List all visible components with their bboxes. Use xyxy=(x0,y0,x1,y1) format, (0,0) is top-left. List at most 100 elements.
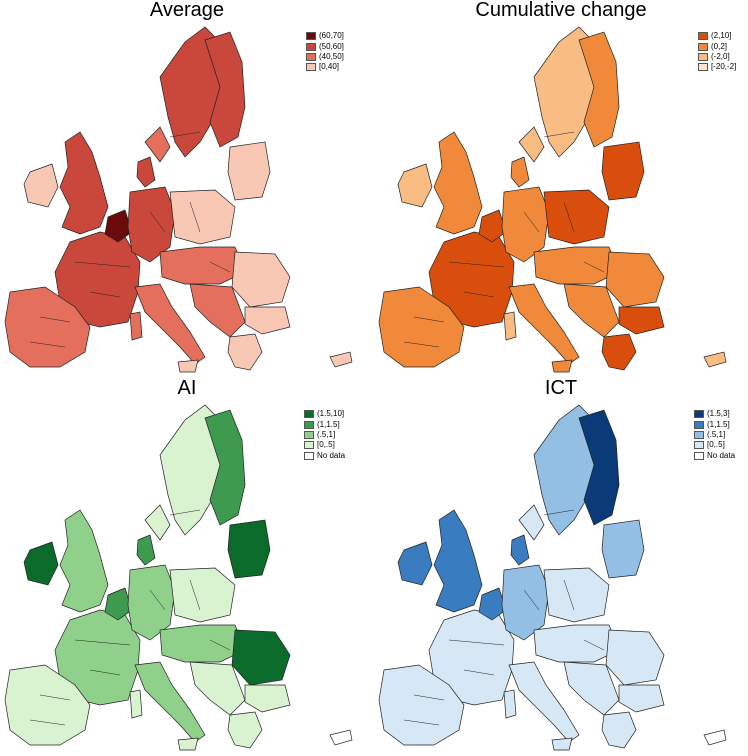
map-legend: (1.5,10] (1,1.5] (.5,1] [0,.5] No data xyxy=(304,409,345,461)
region-boundary xyxy=(583,639,605,651)
panel-title: AI xyxy=(177,377,197,399)
map-region-finland xyxy=(578,409,620,526)
legend-swatch xyxy=(694,430,704,439)
legend-item: (.5,1] xyxy=(694,430,735,440)
map-region-benelux xyxy=(104,209,133,243)
legend-label: (1.5,3] xyxy=(707,409,730,419)
map-region-bulgaria xyxy=(244,306,291,335)
map-region-sardinia xyxy=(503,311,517,341)
panel-title: ICT xyxy=(544,377,578,399)
map-region-cyprus xyxy=(329,729,353,746)
map-legend: (60,70] (50,60] (40,50] [0,40] xyxy=(306,31,344,73)
legend-label: (40,50] xyxy=(319,51,344,61)
legend-item: No data xyxy=(694,451,735,461)
map-region-finland xyxy=(578,31,620,148)
map-region-sicily xyxy=(177,359,199,373)
map-region-poland xyxy=(169,567,236,623)
panel-title: Cumulative change xyxy=(475,0,647,21)
choropleth-map xyxy=(4,404,353,751)
map-region-poland xyxy=(169,189,236,245)
legend-item: (-2,0] xyxy=(698,52,736,62)
panel-title: Average xyxy=(149,0,225,21)
map-region-italy xyxy=(508,283,580,365)
map-region-sicily xyxy=(551,737,573,751)
legend-item: (2,10] xyxy=(698,31,736,41)
region-boundary xyxy=(523,589,540,611)
map-region-greece xyxy=(601,333,637,371)
map-region-benelux xyxy=(104,587,133,621)
region-boundary xyxy=(29,719,66,726)
region-boundary xyxy=(563,201,575,233)
map-region-baltics xyxy=(601,141,645,201)
region-boundary xyxy=(448,261,505,268)
legend-swatch xyxy=(694,451,704,460)
region-boundary xyxy=(74,261,131,268)
map-region-italy xyxy=(134,661,206,743)
region-boundary xyxy=(583,261,605,273)
map-region-sardinia xyxy=(129,689,143,719)
legend-item: [0,.5] xyxy=(694,440,735,450)
map-region-norway-gap xyxy=(144,504,171,541)
legend-item: [0,40] xyxy=(306,62,344,72)
map-region-ireland xyxy=(397,541,433,586)
map-region-iberia xyxy=(378,286,465,368)
map-region-cyprus xyxy=(703,729,727,746)
region-boundary xyxy=(413,316,445,323)
choropleth-map xyxy=(378,404,727,751)
region-boundary xyxy=(413,694,445,701)
map-legend: (2,10] (0,2] (-2,0] [-20,-2] xyxy=(698,31,736,73)
legend-swatch xyxy=(306,52,316,61)
legend-swatch xyxy=(698,32,708,41)
legend-label: [0,40] xyxy=(319,62,340,72)
legend-swatch xyxy=(698,52,708,61)
map-region-central xyxy=(533,624,620,663)
legend-swatch xyxy=(306,63,316,72)
legend-item: [0,.5] xyxy=(304,440,345,450)
map-region-romania xyxy=(231,251,291,308)
legend-item: (1.5,3] xyxy=(694,409,735,419)
legend-swatch xyxy=(698,42,708,51)
legend-label: (.5,1] xyxy=(707,429,726,439)
region-boundary xyxy=(563,579,575,611)
map-region-benelux xyxy=(478,209,507,243)
map-region-britain xyxy=(59,509,109,613)
map-region-central xyxy=(159,624,246,663)
map-region-cyprus xyxy=(329,351,353,368)
map-region-sicily xyxy=(551,359,573,373)
map-region-bulgaria xyxy=(244,684,291,713)
map-region-norway-gap xyxy=(518,504,545,541)
map-region-benelux xyxy=(478,587,507,621)
map-region-denmark xyxy=(136,534,156,566)
map-region-norway-gap xyxy=(518,126,545,163)
map-region-ireland xyxy=(23,541,59,586)
region-boundary xyxy=(448,639,505,646)
legend-item: (50,60] xyxy=(306,41,344,51)
map-region-italy xyxy=(508,661,580,743)
region-boundary xyxy=(29,341,66,348)
region-boundary xyxy=(463,669,495,676)
map-region-denmark xyxy=(136,156,156,188)
legend-label: (1,1.5] xyxy=(317,419,340,429)
region-boundary xyxy=(543,509,575,516)
legend-item: (1,1.5] xyxy=(304,419,345,429)
map-region-finland xyxy=(204,31,246,148)
region-boundary xyxy=(39,316,71,323)
map-region-britain xyxy=(59,131,109,235)
map-region-bulgaria xyxy=(618,306,665,335)
legend-label: (-2,0] xyxy=(711,51,730,61)
region-boundary xyxy=(149,211,166,233)
map-region-iberia xyxy=(4,286,91,368)
region-boundary xyxy=(463,291,495,298)
panel-ict: ICT (1.5,3] (1,1.5] (.5,1] [0,.5] No data xyxy=(374,377,748,756)
map-region-central xyxy=(533,246,620,285)
legend-swatch xyxy=(306,42,316,51)
map-region-cyprus xyxy=(703,351,727,368)
legend-swatch xyxy=(304,430,314,439)
legend-item: (60,70] xyxy=(306,31,344,41)
region-boundary xyxy=(39,694,71,701)
region-boundary xyxy=(403,341,440,348)
legend-label: [0,.5] xyxy=(317,440,335,450)
map-region-finland xyxy=(204,409,246,526)
legend-label: (1.5,10] xyxy=(317,409,345,419)
region-boundary xyxy=(403,719,440,726)
